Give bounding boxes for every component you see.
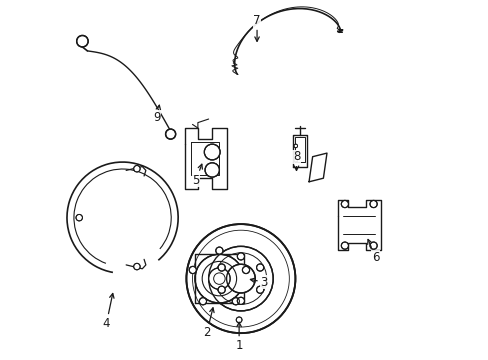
Text: 3: 3 xyxy=(250,276,267,289)
Circle shape xyxy=(293,158,297,162)
Circle shape xyxy=(133,264,140,270)
Text: 8: 8 xyxy=(292,150,300,170)
Text: 9: 9 xyxy=(153,105,160,124)
Circle shape xyxy=(195,254,244,303)
Circle shape xyxy=(133,166,140,172)
Circle shape xyxy=(204,163,219,177)
Circle shape xyxy=(341,201,348,208)
Circle shape xyxy=(215,247,223,254)
Circle shape xyxy=(236,317,242,323)
Circle shape xyxy=(293,151,297,155)
Circle shape xyxy=(76,215,82,221)
Circle shape xyxy=(218,264,225,271)
Circle shape xyxy=(293,144,297,148)
Circle shape xyxy=(256,286,263,293)
Circle shape xyxy=(199,298,206,305)
Text: 7: 7 xyxy=(253,14,260,41)
Circle shape xyxy=(218,286,225,293)
Circle shape xyxy=(204,144,220,160)
Text: 6: 6 xyxy=(367,239,378,264)
Circle shape xyxy=(226,264,255,293)
Circle shape xyxy=(369,201,376,208)
Circle shape xyxy=(237,297,244,305)
Circle shape xyxy=(208,246,273,311)
Circle shape xyxy=(242,266,249,274)
Circle shape xyxy=(256,264,263,271)
Circle shape xyxy=(237,253,244,260)
Circle shape xyxy=(186,224,295,333)
Circle shape xyxy=(369,242,376,249)
Circle shape xyxy=(165,129,175,139)
Circle shape xyxy=(189,266,196,274)
Text: 2: 2 xyxy=(203,308,214,339)
Text: 1: 1 xyxy=(235,322,243,352)
Circle shape xyxy=(232,298,239,305)
Circle shape xyxy=(77,36,88,47)
Text: 5: 5 xyxy=(192,164,202,186)
Circle shape xyxy=(208,268,230,289)
Circle shape xyxy=(341,242,348,249)
Text: 4: 4 xyxy=(102,293,114,330)
